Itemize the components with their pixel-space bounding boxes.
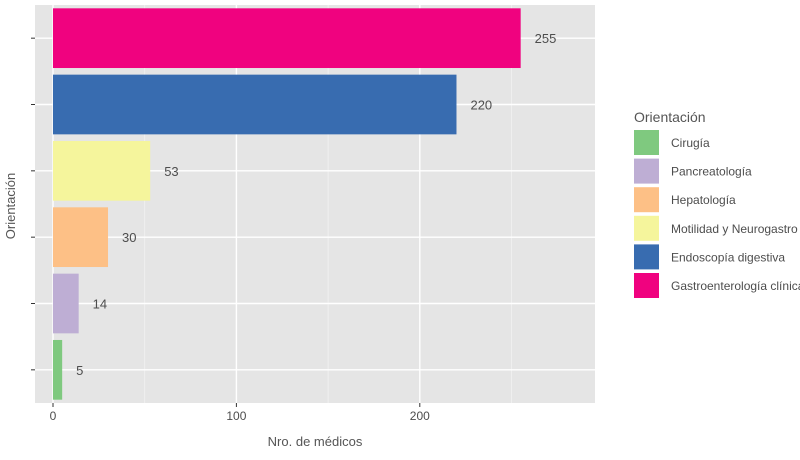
y-axis-ticks (31, 37, 35, 371)
bar-value-label: 53 (164, 164, 178, 179)
bar (53, 339, 63, 400)
bar-value-label: 30 (122, 230, 136, 245)
bars (53, 8, 521, 400)
bar (53, 8, 521, 69)
plot-panel (35, 5, 595, 403)
bar-value-label: 14 (93, 297, 107, 312)
legend-entry-label: Endoscopía digestiva (671, 250, 785, 264)
legend-title: Orientación (634, 109, 706, 125)
legend-entry-label: Pancreatología (671, 165, 752, 179)
data-labels: 255 220 53 30 14 5 (76, 31, 556, 378)
bar (53, 207, 109, 268)
legend-key (634, 244, 659, 270)
legend-entry-label: Hepatología (671, 193, 736, 207)
legend: Orientación Cirugía Pancreatología Hepatol… (634, 109, 800, 298)
bar (53, 74, 457, 135)
x-tick-label: 0 (50, 409, 57, 423)
bar (53, 273, 79, 334)
legend-key (634, 158, 659, 184)
legend-key (634, 130, 659, 155)
legend-key (634, 273, 659, 298)
x-axis-ticks: 0 100 200 (50, 403, 430, 423)
legend-key (634, 187, 659, 213)
legend-key (634, 215, 659, 241)
x-tick-label: 100 (226, 409, 246, 423)
x-axis-title: Nro. de médicos (268, 434, 363, 449)
bar-value-label: 5 (76, 363, 83, 378)
bar-value-label: 255 (535, 31, 557, 46)
legend-entry-label: Cirugía (671, 136, 710, 150)
bar-value-label: 220 (470, 98, 492, 113)
legend-entry-label: Gastroenterología clínica (671, 279, 800, 293)
bar (53, 140, 151, 201)
legend-entry-label: Motilidad y Neurogastro (671, 222, 798, 236)
x-tick-label: 200 (410, 409, 430, 423)
y-axis-title: Orientación (3, 173, 18, 239)
